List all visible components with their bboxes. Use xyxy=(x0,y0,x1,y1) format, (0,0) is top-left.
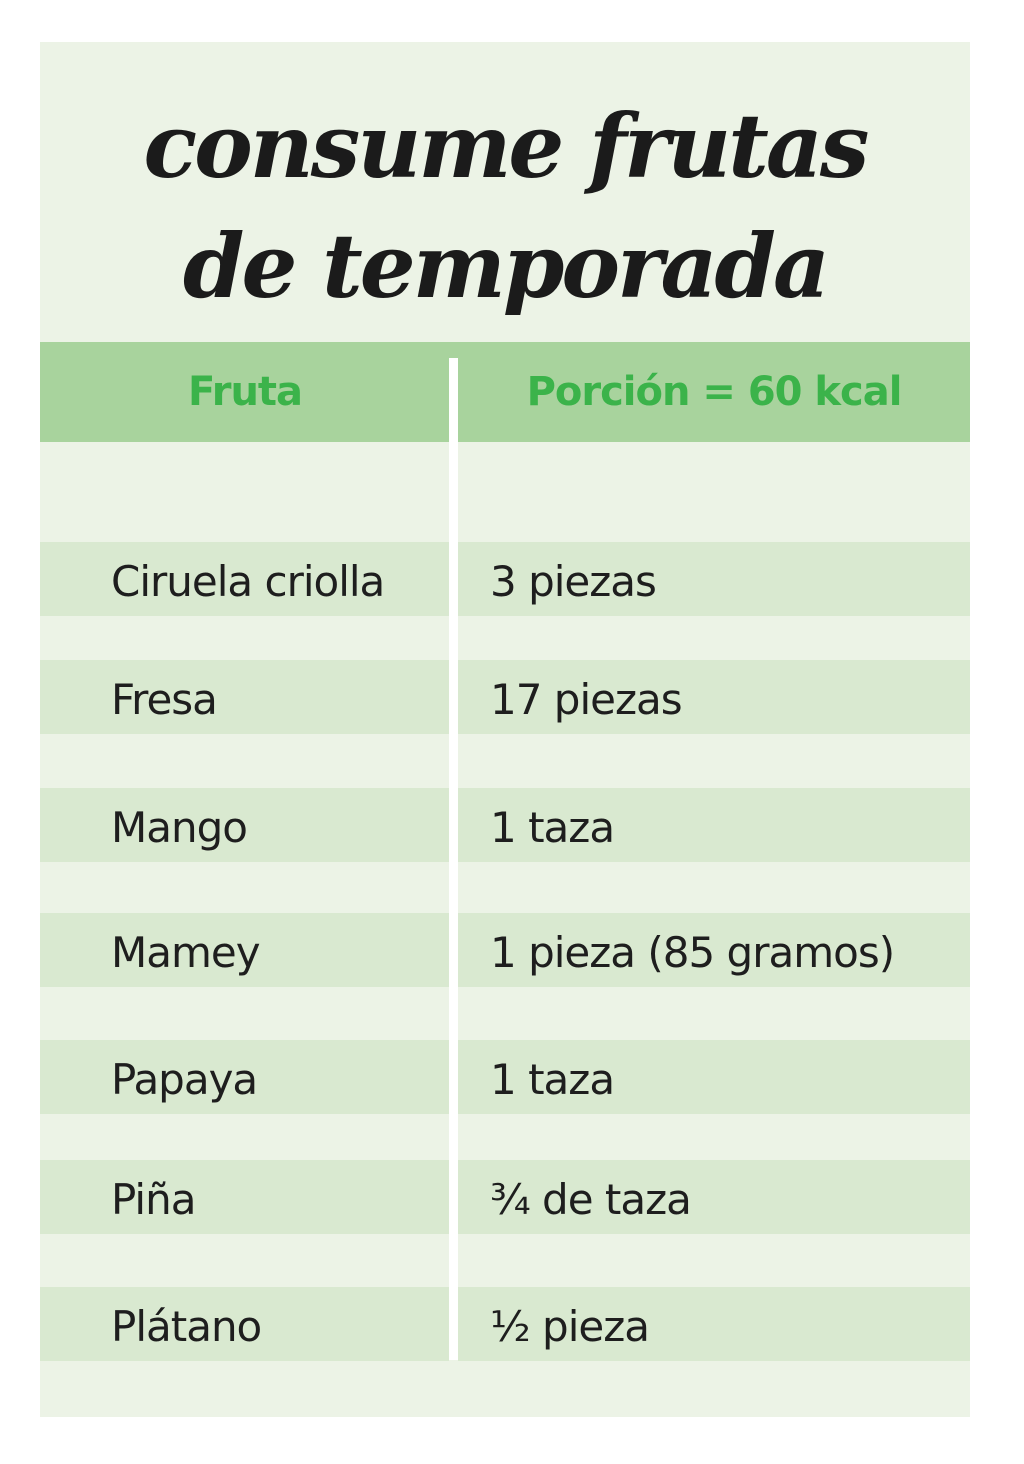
fruit-table-card: consume frutas de temporada Fruta Porció… xyxy=(40,42,970,1417)
portion-cell: 1 pieza (85 gramos) xyxy=(490,928,895,977)
row-band xyxy=(458,1287,970,1361)
portion-cell: 3 piezas xyxy=(490,557,657,606)
portion-cell: ½ pieza xyxy=(490,1302,650,1351)
title-line-1: consume frutas xyxy=(143,94,870,198)
row-band xyxy=(40,1287,449,1361)
column-header-fruit: Fruta xyxy=(187,369,303,415)
fruit-cell: Papaya xyxy=(111,1055,258,1104)
row-band xyxy=(40,1040,449,1114)
fruit-cell: Plátano xyxy=(111,1302,262,1351)
row-band xyxy=(458,1040,970,1114)
table-row: Mamey 1 pieza (85 gramos) xyxy=(40,913,970,987)
table-row: Ciruela criolla 3 piezas xyxy=(40,542,970,616)
row-band xyxy=(458,1160,970,1234)
table-header: Fruta Porción = 60 kcal xyxy=(40,342,970,442)
row-band xyxy=(458,542,970,616)
fruit-cell: Fresa xyxy=(111,675,218,724)
table-row: Fresa 17 piezas xyxy=(40,660,970,734)
table-row: Piña ¾ de taza xyxy=(40,1160,970,1234)
row-band xyxy=(40,913,449,987)
column-divider xyxy=(449,358,458,1360)
row-band xyxy=(40,542,449,616)
table-row: Papaya 1 taza xyxy=(40,1040,970,1114)
fruit-cell: Mango xyxy=(111,803,248,852)
row-band xyxy=(40,1160,449,1234)
row-band xyxy=(458,788,970,862)
fruit-cell: Ciruela criolla xyxy=(111,557,385,606)
title-line-2: de temporada xyxy=(182,214,830,318)
portion-cell: 1 taza xyxy=(490,803,615,852)
row-band xyxy=(40,788,449,862)
fruit-cell: Mamey xyxy=(111,928,261,977)
row-band xyxy=(458,660,970,734)
fruit-cell: Piña xyxy=(111,1175,196,1224)
portion-cell: 1 taza xyxy=(490,1055,615,1104)
row-band xyxy=(40,660,449,734)
page-title: consume frutas de temporada xyxy=(40,42,970,342)
column-header-portion: Porción = 60 kcal xyxy=(526,369,903,415)
row-band xyxy=(458,913,970,987)
portion-cell: ¾ de taza xyxy=(490,1175,692,1224)
table-row: Mango 1 taza xyxy=(40,788,970,862)
portion-cell: 17 piezas xyxy=(490,675,683,724)
table-row: Plátano ½ pieza xyxy=(40,1287,970,1361)
